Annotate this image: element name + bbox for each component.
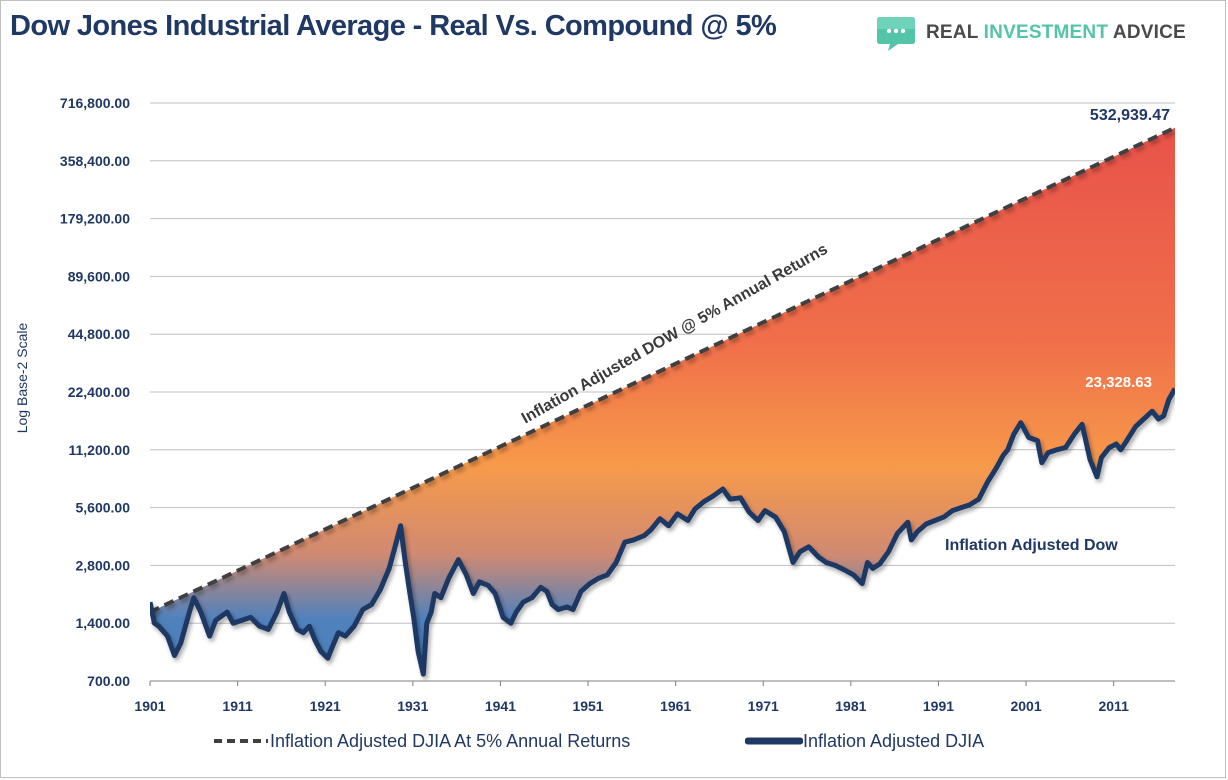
legend-swatch-compound bbox=[214, 739, 268, 743]
x-tick-label: 1931 bbox=[397, 698, 428, 714]
y-tick-label: 89,600.00 bbox=[68, 268, 130, 284]
y-tick-label: 2,800.00 bbox=[76, 557, 131, 573]
legend-item-compound: Inflation Adjusted DJIA At 5% Annual Ret… bbox=[212, 728, 630, 754]
speech-bubble-icon bbox=[877, 17, 915, 51]
x-tick-label: 1911 bbox=[222, 698, 253, 714]
legend-label-real: Inflation Adjusted DJIA bbox=[803, 730, 985, 751]
x-tick-label: 1991 bbox=[923, 698, 954, 714]
y-tick-label: 700.00 bbox=[87, 673, 130, 689]
y-tick-label: 1,400.00 bbox=[76, 615, 131, 631]
real-series-line bbox=[150, 387, 1175, 677]
y-tick-label: 179,200.00 bbox=[60, 211, 130, 227]
brand-word-advice: ADVICE bbox=[1108, 22, 1186, 43]
x-tick-label: 1941 bbox=[485, 698, 516, 714]
y-axis-title: Log Base-2 Scale bbox=[14, 323, 30, 434]
real-end-value-label: 23,328.63 bbox=[1085, 374, 1152, 391]
x-tick-label: 1961 bbox=[660, 698, 691, 714]
brand-logo: REAL INVESTMENT ADVICE bbox=[876, 14, 1186, 52]
brand-name: REAL INVESTMENT ADVICE bbox=[926, 22, 1186, 44]
y-tick-label: 5,600.00 bbox=[76, 500, 131, 516]
x-tick-label: 1901 bbox=[134, 698, 165, 714]
y-tick-label: 716,800.00 bbox=[60, 95, 130, 111]
y-tick-label: 358,400.00 bbox=[60, 153, 130, 169]
y-axis-ticks: 700.00 1,400.00 2,800.00 5,600.00 11,200.00 2… bbox=[60, 95, 130, 689]
real-series-annotation: Inflation Adjusted Dow bbox=[945, 537, 1118, 554]
gap-fill-area bbox=[150, 127, 1175, 675]
x-tick-label: 2011 bbox=[1098, 698, 1129, 714]
x-tick-label: 1981 bbox=[835, 698, 866, 714]
y-tick-label: 22,400.00 bbox=[68, 384, 130, 400]
compound-series-line bbox=[150, 125, 1175, 614]
legend-item-real: Inflation Adjusted DJIA bbox=[745, 728, 984, 754]
x-axis-ticks: 1901 1911 1921 1931 1941 1951 1961 1971 1981 1991… bbox=[134, 681, 1129, 714]
compound-end-value-label: 532,939.47 bbox=[1090, 107, 1170, 124]
chart-plot: 700.00 1,400.00 2,800.00 5,600.00 11,200.00 2… bbox=[14, 95, 1175, 714]
x-tick-label: 1971 bbox=[748, 698, 779, 714]
brand-word-investment: INVESTMENT bbox=[983, 22, 1109, 43]
chart-title: Dow Jones Industrial Average - Real Vs. … bbox=[10, 10, 777, 42]
legend: Inflation Adjusted DJIA At 5% Annual Ret… bbox=[0, 728, 1228, 754]
x-tick-label: 1951 bbox=[572, 698, 603, 714]
legend-label-compound: Inflation Adjusted DJIA At 5% Annual Ret… bbox=[270, 730, 631, 751]
y-tick-label: 44,800.00 bbox=[68, 326, 130, 342]
brand-word-real: REAL bbox=[926, 22, 984, 43]
x-tick-label: 1921 bbox=[310, 698, 341, 714]
y-tick-label: 11,200.00 bbox=[68, 442, 130, 458]
legend-swatch-real bbox=[745, 737, 803, 745]
x-tick-label: 2001 bbox=[1010, 698, 1041, 714]
